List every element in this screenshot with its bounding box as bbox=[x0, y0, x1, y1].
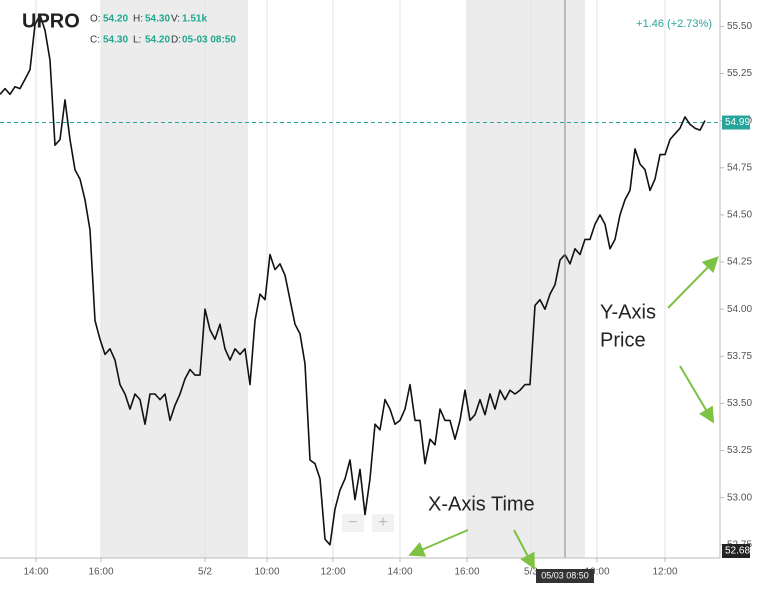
ohlc-key: C: bbox=[90, 35, 100, 46]
change-label: +1.46 (+2.73%) bbox=[636, 18, 712, 30]
annotation: Price bbox=[600, 329, 646, 351]
ohlc-value: 05-03 08:50 bbox=[182, 35, 236, 46]
x-tick-label: 16:00 bbox=[88, 567, 113, 578]
x-tick-label: 10:00 bbox=[584, 567, 609, 578]
y-tick-label: 55.25 bbox=[727, 68, 752, 79]
annotation: Y-Axis bbox=[600, 301, 656, 323]
symbol-title: UPRO bbox=[22, 10, 80, 32]
zoom-in-icon[interactable]: + bbox=[378, 514, 387, 531]
y-tick-label: 53.75 bbox=[727, 351, 752, 362]
ohlc-key: O: bbox=[90, 14, 101, 25]
zoom-in-button[interactable] bbox=[372, 514, 394, 532]
y-tick-label: 54.75 bbox=[727, 162, 752, 173]
y-tick-label: 54.25 bbox=[727, 257, 752, 268]
zoom-out-button[interactable] bbox=[342, 514, 364, 532]
ohlc-key: L: bbox=[133, 35, 141, 46]
x-tick-label: 14:00 bbox=[387, 567, 412, 578]
last-price-label: 54.99 bbox=[725, 117, 750, 128]
ohlc-value: 54.20 bbox=[103, 14, 128, 25]
ohlc-key: V: bbox=[171, 14, 180, 25]
x-tick-label: 16:00 bbox=[454, 567, 479, 578]
x-tick-label: 10:00 bbox=[254, 567, 279, 578]
session-shade bbox=[101, 0, 248, 558]
x-tick-label: 5/3 bbox=[524, 567, 538, 578]
ohlc-value: 1.51k bbox=[182, 14, 207, 25]
price-line bbox=[0, 14, 706, 546]
annotation-arrow bbox=[667, 256, 719, 309]
annotation: X-Axis Time bbox=[428, 493, 535, 515]
x-tick-label: 5/2 bbox=[198, 567, 212, 578]
ohlc-value: 54.20 bbox=[145, 35, 170, 46]
y-tick-label: 53.50 bbox=[727, 398, 752, 409]
annotation-arrow bbox=[513, 529, 535, 570]
y-tick-label: 53.25 bbox=[727, 445, 752, 456]
x-tick-label: 12:00 bbox=[652, 567, 677, 578]
y-tick-label: 54.00 bbox=[727, 304, 752, 315]
label-layer: 14:00 16:00 5/2 10:00 12:00 14:00 16:00 5/3 10:0… bbox=[23, 21, 752, 583]
low-price-tag bbox=[722, 544, 750, 558]
crosshair-label: 05/03 08:50 bbox=[541, 570, 589, 580]
annotation-arrow bbox=[408, 529, 469, 557]
zoom-out-icon[interactable]: − bbox=[348, 514, 357, 531]
ohlc-key: H: bbox=[133, 14, 143, 25]
crosshair-tag bbox=[536, 569, 594, 583]
data-layer bbox=[0, 0, 720, 558]
y-tick-label: 54.50 bbox=[727, 210, 752, 221]
ohlc-value: 54.30 bbox=[145, 14, 170, 25]
session-shade bbox=[467, 0, 585, 558]
ohlc-value: 54.30 bbox=[103, 35, 128, 46]
low-price-label: 52.68 bbox=[725, 546, 750, 557]
last-price-tag bbox=[722, 115, 750, 130]
x-tick-label: 12:00 bbox=[320, 567, 345, 578]
y-tick-label: 55.50 bbox=[727, 21, 752, 32]
y-tick-label: 53.00 bbox=[727, 492, 752, 503]
annotation-arrow bbox=[679, 365, 715, 424]
x-tick-label: 14:00 bbox=[23, 567, 48, 578]
ohlc-key: D: bbox=[171, 35, 181, 46]
